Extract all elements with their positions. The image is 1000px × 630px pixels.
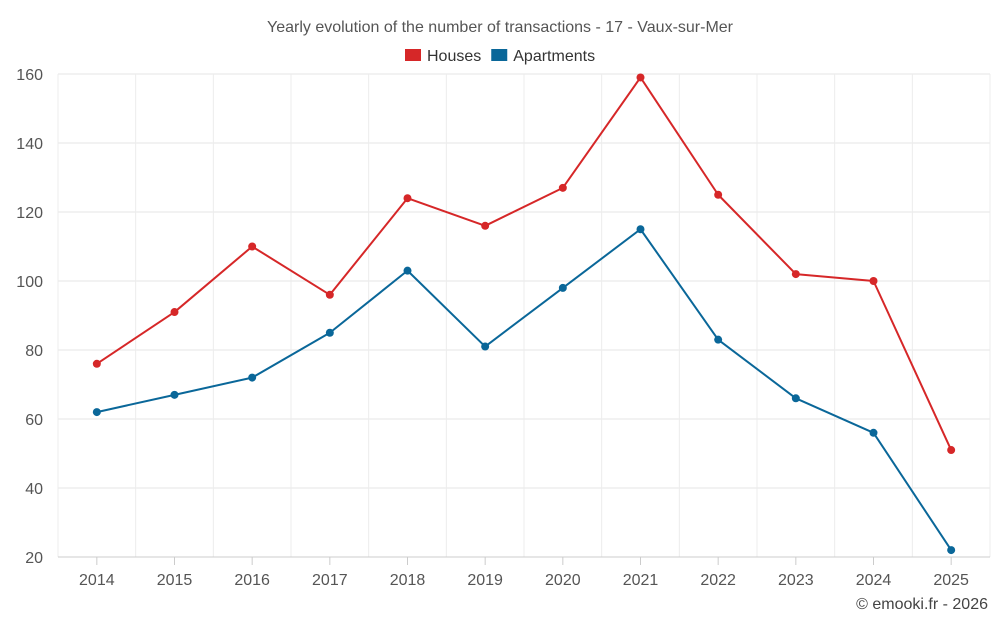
data-point-apartments-2018 [403, 266, 412, 275]
x-tick-label-2022: 2022 [700, 572, 736, 589]
x-tick-label-2016: 2016 [234, 572, 270, 589]
legend-swatch-houses [405, 49, 421, 61]
x-tick-label-2015: 2015 [157, 572, 193, 589]
axes: 20 40 60 80 100 120 140 160 2014 2015 2016 2017 2018… [16, 67, 990, 589]
credit-text: © emooki.fr - 2026 [856, 596, 988, 613]
series-line-houses [96, 76, 953, 451]
series-apartments [92, 225, 956, 555]
x-tick-label-2020: 2020 [545, 572, 581, 589]
data-point-houses-2024 [869, 277, 878, 285]
data-point-apartments-2020 [558, 283, 567, 292]
data-point-apartments-2016 [248, 373, 257, 382]
legend-item-houses[interactable]: Houses [405, 48, 481, 65]
grid [57, 73, 991, 557]
data-point-houses-2022 [714, 190, 723, 199]
x-tick-label-2021: 2021 [623, 572, 659, 589]
data-point-houses-2018 [403, 194, 412, 203]
x-tick-label-2019: 2019 [467, 572, 503, 589]
data-point-houses-2016 [248, 242, 257, 251]
data-point-houses-2025 [947, 446, 956, 455]
series-line-apartments [96, 228, 953, 551]
data-point-apartments-2014 [92, 408, 101, 417]
data-point-apartments-2022 [714, 335, 723, 344]
y-tick-label-60: 60 [25, 412, 43, 429]
data-point-houses-2020 [558, 183, 567, 192]
legend-label-apartments: Apartments [513, 48, 595, 65]
data-point-houses-2019 [481, 221, 490, 230]
y-tick-label-20: 20 [25, 550, 43, 567]
y-tick-label-140: 140 [16, 136, 43, 153]
series-houses [92, 73, 956, 455]
data-point-apartments-2025 [947, 546, 956, 555]
chart-title: Yearly evolution of the number of transa… [267, 19, 734, 36]
data-point-apartments-2019 [481, 342, 490, 351]
data-point-apartments-2021 [636, 225, 645, 234]
data-point-houses-2023 [791, 270, 800, 279]
data-point-apartments-2024 [869, 428, 878, 437]
legend[interactable]: Houses Apartments [405, 48, 595, 65]
y-tick-label-80: 80 [25, 343, 43, 360]
data-point-apartments-2015 [170, 390, 179, 399]
legend-swatch-apartments [491, 49, 508, 61]
series-group [92, 73, 956, 555]
x-tick-label-2014: 2014 [79, 572, 115, 589]
data-point-apartments-2017 [325, 328, 334, 337]
y-tick-label-40: 40 [25, 481, 43, 498]
data-point-houses-2015 [170, 308, 179, 317]
data-point-houses-2021 [636, 73, 645, 82]
data-point-houses-2014 [92, 359, 101, 368]
x-tick-label-2018: 2018 [390, 572, 426, 589]
legend-item-apartments[interactable]: Apartments [491, 48, 595, 65]
x-tick-label-2024: 2024 [856, 572, 892, 589]
y-tick-label-100: 100 [16, 274, 43, 291]
x-tick-label-2023: 2023 [778, 572, 814, 589]
data-point-apartments-2023 [791, 394, 800, 403]
legend-label-houses: Houses [427, 48, 481, 65]
data-point-houses-2017 [325, 290, 334, 299]
y-tick-label-120: 120 [16, 205, 43, 222]
x-tick-label-2025: 2025 [933, 572, 969, 589]
x-tick-label-2017: 2017 [312, 572, 348, 589]
y-tick-label-160: 160 [16, 67, 43, 84]
